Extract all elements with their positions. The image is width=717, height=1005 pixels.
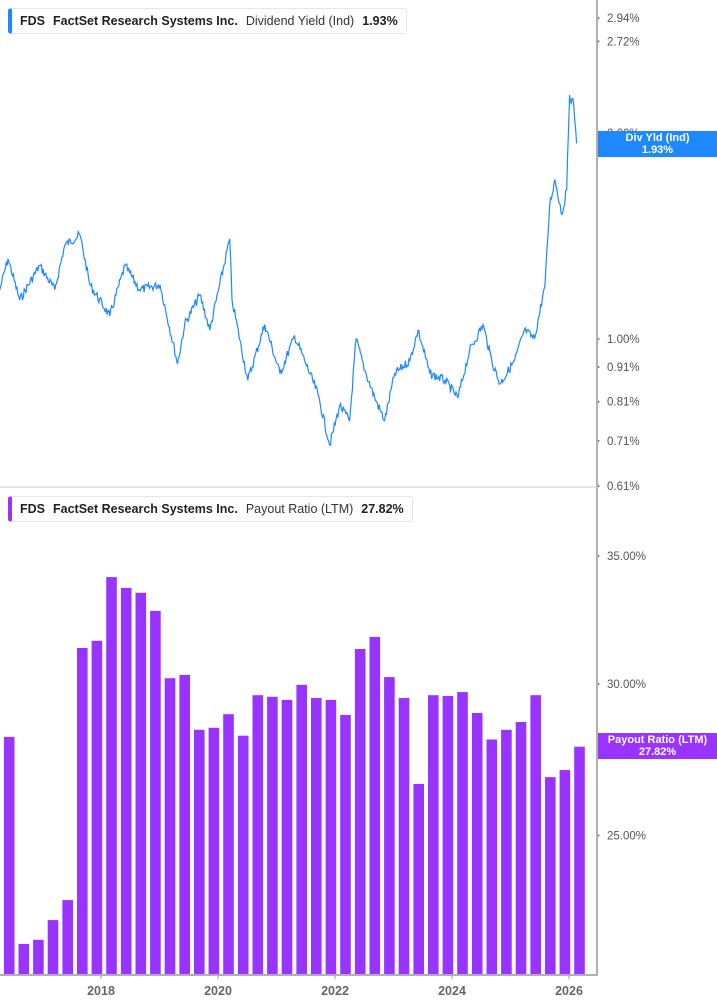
payout-bar[interactable] [501,729,512,974]
x-tick-label: 2026 [555,984,583,998]
current-yield-tag: Div Yld (Ind) 1.93% [598,131,717,157]
payout-bar[interactable] [442,696,454,974]
legend-metric: Payout Ratio (LTM) [245,502,354,516]
payout-bar[interactable] [545,777,556,974]
payout-bar[interactable] [530,695,541,974]
payout-bar[interactable] [3,736,15,974]
y-tick-label: 35.00% [607,551,646,563]
current-payout-tag: Payout Ratio (LTM) 27.82% [598,733,717,759]
payout-bar[interactable] [120,587,132,974]
payout-bar[interactable] [106,577,117,974]
payout-bar[interactable] [77,648,88,974]
x-tick-label: 2018 [87,984,115,998]
payout-bar[interactable] [354,649,366,974]
payout-bar[interactable] [164,678,176,974]
legend-value: 27.82% [361,502,404,516]
y-tick-label: 30.00% [607,679,646,691]
payout-bar[interactable] [413,783,424,974]
payout-bar[interactable] [91,640,103,974]
payout-bar[interactable] [237,735,249,974]
payout-bar[interactable] [325,699,337,974]
payout-bar[interactable] [398,698,410,974]
payout-bar[interactable] [252,695,264,974]
y-tick-label: 0.71% [607,436,640,448]
legend-value: 1.93% [362,14,398,28]
payout-bar[interactable] [208,727,220,974]
payout-bar[interactable] [179,674,190,974]
payout-bar[interactable] [574,746,585,974]
y-tick-label: 0.61% [607,481,640,493]
payout-bar[interactable] [135,592,147,974]
payout-bar[interactable] [33,939,44,974]
y-tick-label: 2.72% [607,36,640,48]
payout-bar[interactable] [559,770,571,974]
payout-bar[interactable] [457,692,468,974]
payout-bar[interactable] [369,636,381,974]
legend-company: FactSet Research Systems Inc. [53,14,238,28]
tag-value: 27.82% [638,746,677,758]
tag-label: Payout Ratio (LTM) [607,734,708,746]
payout-bar[interactable] [223,714,234,974]
bottom-legend[interactable]: FDS FactSet Research Systems Inc. Payout… [8,496,413,522]
x-tick-label: 2020 [204,984,232,998]
payout-bar[interactable] [340,715,351,974]
y-tick-label: 25.00% [607,830,646,842]
payout-bar[interactable] [384,677,395,974]
payout-bar[interactable] [471,713,483,974]
top-legend[interactable]: FDS FactSet Research Systems Inc. Divide… [8,8,407,34]
legend-metric: Dividend Yield (Ind) [245,14,355,28]
payout-bar[interactable] [486,739,498,975]
payout-bar[interactable] [296,684,307,974]
payout-bar[interactable] [47,920,59,974]
legend-ticker: FDS [20,14,45,28]
y-tick-label: 0.81% [607,397,640,409]
legend-ticker: FDS [20,502,45,516]
payout-bar[interactable] [150,610,161,974]
payout-bar[interactable] [62,900,73,974]
y-tick-label: 0.91% [607,362,640,374]
legend-company: FactSet Research Systems Inc. [53,502,238,516]
payout-bar[interactable] [515,722,527,974]
payout-bar[interactable] [18,943,30,974]
tag-label: Div Yld (Ind) [625,132,690,144]
y-tick-label: 1.00% [607,334,640,346]
payout-bar[interactable] [267,696,278,974]
payout-bar[interactable] [194,729,205,974]
payout-bar[interactable] [281,699,293,974]
payout-bar[interactable] [311,698,322,974]
tag-value: 1.93% [641,144,674,156]
y-tick-label: 2.94% [607,13,640,25]
dividend-yield-line [0,95,578,446]
x-tick-label: 2022 [321,984,349,998]
x-tick-label: 2024 [438,984,466,998]
payout-bar[interactable] [428,695,439,974]
